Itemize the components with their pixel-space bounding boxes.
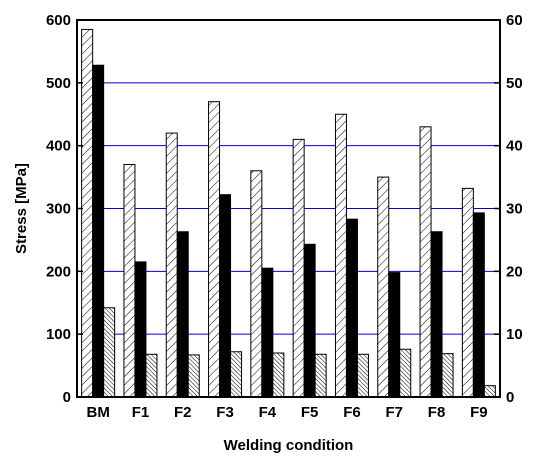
x-tick-label: F5 bbox=[301, 404, 319, 421]
bar-hatched bbox=[419, 126, 432, 398]
bar-dense-hatched bbox=[483, 385, 496, 398]
bar-dense-hatched bbox=[103, 307, 116, 398]
bar-hatched bbox=[334, 113, 347, 398]
bar-dense-hatched bbox=[230, 351, 243, 398]
bar-hatched bbox=[123, 164, 136, 398]
bar-dense-hatched bbox=[145, 353, 158, 398]
y-axis-title: Stress [MPa] bbox=[13, 163, 30, 254]
bar-dense-hatched bbox=[314, 353, 327, 398]
y2-tick-label: 50 bbox=[506, 75, 523, 92]
y2-tick-label: 40 bbox=[506, 138, 523, 155]
y-tick-label: 200 bbox=[46, 263, 71, 280]
tick-labels: 0 100 200 300 400 500 600 0 10 20 30 40 50 60 BM F1 F2 F3… bbox=[46, 12, 523, 421]
y2-tick-label: 30 bbox=[506, 201, 523, 218]
bar-hatched bbox=[81, 28, 94, 398]
x-axis-title: Welding condition bbox=[224, 437, 354, 454]
bar-dense-hatched bbox=[187, 354, 200, 398]
x-tick-label: F4 bbox=[259, 404, 277, 421]
x-tick-label: F7 bbox=[385, 404, 403, 421]
y-tick-label: 100 bbox=[46, 326, 71, 343]
x-tick-label: BM bbox=[86, 404, 109, 421]
x-tick-label: F3 bbox=[216, 404, 234, 421]
x-tick-label: F1 bbox=[132, 404, 150, 421]
bar-hatched bbox=[250, 170, 263, 398]
y-tick-label: 500 bbox=[46, 75, 71, 92]
bar-solid bbox=[472, 212, 485, 398]
y-tick-label: 600 bbox=[46, 12, 71, 29]
bar-dense-hatched bbox=[356, 353, 369, 398]
bar-solid bbox=[388, 272, 401, 398]
bar-hatched bbox=[165, 132, 178, 398]
y-tick-label: 400 bbox=[46, 138, 71, 155]
bar-solid bbox=[92, 64, 105, 398]
bar-dense-hatched bbox=[441, 353, 454, 398]
y-tick-label: 0 bbox=[63, 389, 71, 406]
y2-tick-label: 60 bbox=[506, 12, 523, 29]
bar-solid bbox=[345, 218, 358, 398]
bar-solid bbox=[261, 267, 274, 398]
bar-solid bbox=[430, 231, 443, 398]
bar-solid bbox=[176, 231, 189, 398]
bar-dense-hatched bbox=[272, 352, 285, 398]
y2-tick-label: 0 bbox=[506, 389, 514, 406]
bar-hatched bbox=[292, 138, 305, 398]
y2-tick-label: 20 bbox=[506, 263, 523, 280]
bars bbox=[81, 28, 496, 398]
x-tick-label: F8 bbox=[428, 404, 446, 421]
bar-hatched bbox=[208, 101, 221, 398]
x-tick-label: F6 bbox=[343, 404, 361, 421]
axis-ticks bbox=[77, 19, 500, 398]
bar-solid bbox=[219, 194, 232, 398]
bar-dense-hatched bbox=[399, 348, 412, 398]
y-tick-label: 300 bbox=[46, 201, 71, 218]
y2-tick-label: 10 bbox=[506, 326, 523, 343]
bar-solid bbox=[134, 261, 147, 398]
x-tick-label: F9 bbox=[470, 404, 488, 421]
bar-solid bbox=[303, 243, 316, 398]
x-tick-label: F2 bbox=[174, 404, 192, 421]
bar-hatched bbox=[461, 187, 474, 398]
bar-hatched bbox=[377, 176, 390, 398]
